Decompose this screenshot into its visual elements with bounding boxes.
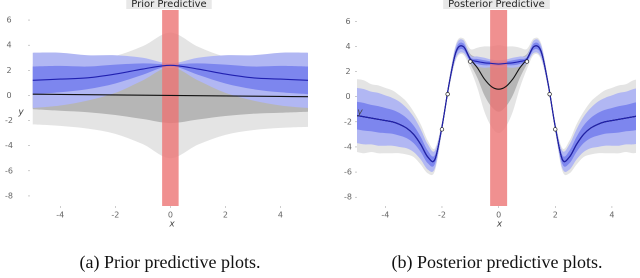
y-tick-label: 4	[6, 41, 11, 50]
observation	[547, 92, 552, 97]
y-tick-label: 6	[345, 17, 350, 26]
panel: -8 -6 -4 -2 0 2 4 6 -4 -2 0 2 4 x y Posterior Predictiv…	[344, 0, 636, 273]
x-tick-label: 0	[168, 211, 173, 220]
x-tick-label: -4	[381, 211, 389, 220]
x-tick-label: 0	[496, 211, 501, 220]
y-tick-label: -4	[5, 141, 13, 150]
y-tick-label: 4	[345, 42, 350, 51]
x-tick-label: 2	[223, 211, 228, 220]
observation	[468, 59, 473, 64]
x-axis-label: x	[496, 220, 503, 230]
observation	[524, 59, 530, 64]
observation	[439, 127, 445, 132]
plot-area	[357, 10, 636, 206]
panel-title: Prior Predictive	[131, 0, 206, 10]
mean-line	[32, 64, 308, 81]
title-box	[126, 0, 212, 9]
y-tick-label: -8	[344, 193, 352, 202]
mean-line	[32, 93, 308, 98]
x-axis-label: x	[168, 220, 175, 230]
x-tick-label: -4	[56, 211, 64, 220]
title-box	[443, 0, 550, 9]
y-tick-label: -8	[5, 191, 13, 200]
y-tick-label: 6	[6, 16, 11, 25]
y-tick-label: 2	[345, 67, 350, 76]
y-tick-label: -2	[344, 117, 352, 126]
plot-area	[30, 10, 308, 206]
y-tick-label: 0	[345, 92, 350, 101]
y-tick-label: -6	[344, 168, 352, 177]
x-tick-label: 4	[278, 211, 283, 220]
highlight-region	[162, 10, 179, 206]
observation	[553, 127, 558, 132]
x-tick-label: -2	[438, 211, 446, 220]
x-tick-label: 4	[609, 211, 614, 220]
observation	[445, 92, 450, 97]
y-tick-label: -6	[5, 166, 13, 175]
y-axis-label: y	[17, 108, 24, 118]
y-tick-label: 0	[6, 91, 11, 100]
mean-line	[357, 45, 636, 163]
x-tick-label: -2	[111, 211, 119, 220]
y-tick-label: -4	[344, 142, 352, 151]
caption: (b) Posterior predictive plots.	[392, 252, 603, 273]
uncertainty-band	[32, 63, 308, 95]
y-tick-label: 2	[6, 66, 11, 75]
panel-title: Posterior Predictive	[448, 0, 545, 10]
x-tick-label: 2	[553, 211, 558, 220]
caption: (a) Prior predictive plots.	[80, 252, 261, 273]
y-axis-label: y	[356, 108, 363, 118]
y-tick-label: -2	[5, 116, 13, 125]
panel: -8 -6 -4 -2 0 2 4 6 -4 -2 0 2 4 x y Prior Predictive (a)…	[5, 0, 308, 273]
highlight-region	[490, 10, 508, 206]
